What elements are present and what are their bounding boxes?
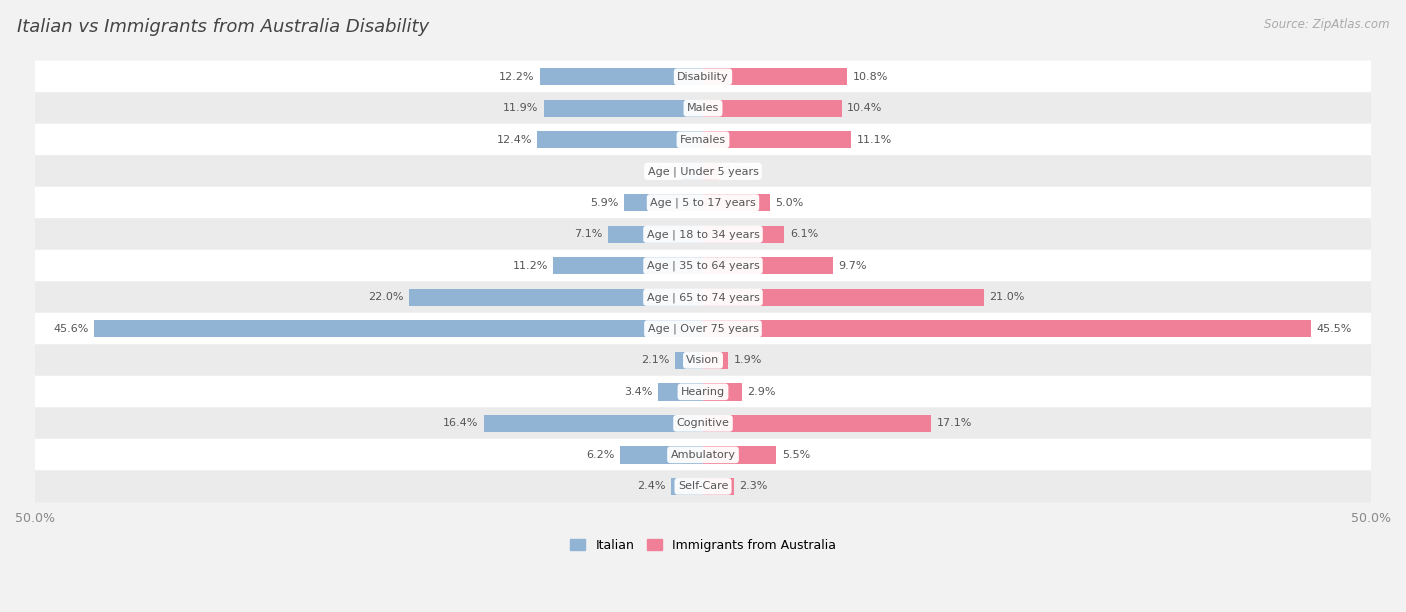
Bar [682,163,703,180]
Text: 45.5%: 45.5% [1316,324,1351,334]
Text: 1.2%: 1.2% [724,166,752,176]
Bar [703,68,848,86]
Bar [703,257,832,274]
Text: Females: Females [681,135,725,145]
FancyBboxPatch shape [35,313,1371,345]
Text: Vision: Vision [686,356,720,365]
Bar [703,320,1310,337]
FancyBboxPatch shape [35,282,1371,313]
Bar [703,100,842,117]
Bar [658,383,703,400]
FancyBboxPatch shape [35,376,1371,408]
Legend: Italian, Immigrants from Australia: Italian, Immigrants from Australia [565,534,841,557]
FancyBboxPatch shape [35,250,1371,282]
Text: Age | 18 to 34 years: Age | 18 to 34 years [647,229,759,239]
Text: Age | 5 to 17 years: Age | 5 to 17 years [650,198,756,208]
Text: Italian vs Immigrants from Australia Disability: Italian vs Immigrants from Australia Dis… [17,18,429,36]
Text: Ambulatory: Ambulatory [671,450,735,460]
Bar [484,415,703,432]
Bar [703,383,742,400]
Text: Age | 65 to 74 years: Age | 65 to 74 years [647,292,759,302]
Text: 1.6%: 1.6% [648,166,676,176]
FancyBboxPatch shape [35,155,1371,187]
Text: 22.0%: 22.0% [368,293,404,302]
Text: Age | Under 5 years: Age | Under 5 years [648,166,758,176]
Text: 2.3%: 2.3% [740,482,768,491]
Bar [409,289,703,306]
Text: 1.9%: 1.9% [734,356,762,365]
Text: 2.1%: 2.1% [641,356,669,365]
Text: 2.9%: 2.9% [747,387,776,397]
Text: 6.2%: 6.2% [586,450,614,460]
Bar [554,257,703,274]
Bar [703,131,851,149]
FancyBboxPatch shape [35,61,1371,93]
Text: Source: ZipAtlas.com: Source: ZipAtlas.com [1264,18,1389,31]
Bar [703,163,718,180]
Bar [540,68,703,86]
Text: 11.1%: 11.1% [856,135,891,145]
Bar [703,226,785,243]
Bar [703,194,770,212]
Text: 11.9%: 11.9% [503,103,538,113]
FancyBboxPatch shape [35,439,1371,471]
Text: Age | 35 to 64 years: Age | 35 to 64 years [647,261,759,271]
Bar [703,446,776,463]
Text: Hearing: Hearing [681,387,725,397]
FancyBboxPatch shape [35,470,1371,502]
FancyBboxPatch shape [35,345,1371,376]
Bar [703,478,734,495]
Text: 11.2%: 11.2% [513,261,548,271]
Text: 5.9%: 5.9% [591,198,619,208]
FancyBboxPatch shape [35,187,1371,219]
Text: Cognitive: Cognitive [676,419,730,428]
Text: 45.6%: 45.6% [53,324,89,334]
Text: Self-Care: Self-Care [678,482,728,491]
Text: 12.2%: 12.2% [499,72,534,82]
Bar [675,352,703,369]
Bar [703,289,984,306]
Text: 2.4%: 2.4% [637,482,665,491]
FancyBboxPatch shape [35,124,1371,156]
Text: 10.8%: 10.8% [852,72,889,82]
FancyBboxPatch shape [35,218,1371,250]
Text: Disability: Disability [678,72,728,82]
Text: 10.4%: 10.4% [848,103,883,113]
Bar [703,415,931,432]
Text: 16.4%: 16.4% [443,419,478,428]
Bar [94,320,703,337]
Text: Age | Over 75 years: Age | Over 75 years [648,324,758,334]
Text: 12.4%: 12.4% [496,135,531,145]
Text: 7.1%: 7.1% [575,230,603,239]
Bar [609,226,703,243]
Text: 17.1%: 17.1% [936,419,972,428]
Bar [537,131,703,149]
Bar [671,478,703,495]
Text: 9.7%: 9.7% [838,261,866,271]
FancyBboxPatch shape [35,92,1371,124]
Text: 3.4%: 3.4% [624,387,652,397]
Bar [544,100,703,117]
Bar [703,352,728,369]
Bar [624,194,703,212]
FancyBboxPatch shape [35,407,1371,439]
Bar [620,446,703,463]
Text: 5.5%: 5.5% [782,450,810,460]
Text: 21.0%: 21.0% [988,293,1025,302]
Text: 5.0%: 5.0% [775,198,803,208]
Text: 6.1%: 6.1% [790,230,818,239]
Text: Males: Males [688,103,718,113]
